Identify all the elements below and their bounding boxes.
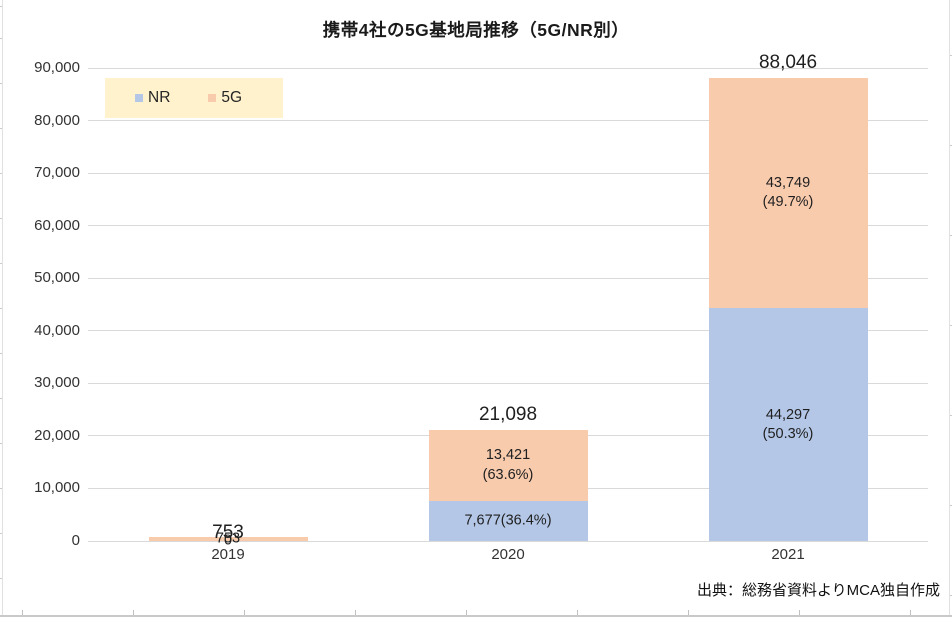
gridline-30000 — [88, 382, 928, 384]
gridline-80000 — [88, 120, 928, 122]
legend-label-5g: 5G — [221, 89, 243, 106]
y-axis-label-60000: 60,000 — [34, 216, 80, 234]
legend-item-5g[interactable]: 5G — [208, 89, 242, 107]
y-axis-label-90000: 90,000 — [34, 59, 80, 77]
legend[interactable]: NR 5G — [105, 78, 283, 118]
bar-2020-total-label: 21,098 — [478, 404, 538, 426]
bar-2021-nr-data-label: 44,297 (50.3%) — [762, 406, 814, 442]
source-note: 出典：総務省資料よりMCA独自作成 — [696, 582, 940, 599]
gridline-70000 — [88, 172, 928, 174]
y-axis-label-10000: 10,000 — [34, 479, 80, 497]
bar-2019-total-label: 753 — [212, 522, 244, 544]
gridline-90000 — [88, 67, 928, 69]
gridline-0 — [88, 540, 928, 542]
legend-label-nr: NR — [148, 89, 171, 106]
sheet-edge-line-bottom — [0, 615, 952, 617]
gridline-40000 — [88, 330, 928, 332]
y-axis-label-50000: 50,000 — [34, 269, 80, 287]
nr-series-swatch-icon — [135, 94, 143, 102]
bar-2021-total-label: 88,046 — [758, 52, 818, 74]
sheet-edge-ticks-left — [0, 0, 3, 617]
x-axis-label-2021: 2021 — [771, 546, 805, 563]
x-axis-label-2020: 2020 — [491, 546, 525, 563]
bar-2019-5g-data-label: 753 — [215, 530, 241, 547]
chart-title: 携帯4社の5G基地局推移（5G/NR別） — [322, 20, 630, 40]
y-axis-label-0: 0 — [71, 532, 80, 550]
sheet-edge-line-left — [2, 0, 3, 617]
gridline-50000 — [88, 277, 928, 279]
sheet-edge-ticks-bottom — [0, 610, 952, 615]
bar-2020-5g-data-label: 13,421 (63.6%) — [482, 447, 534, 483]
y-axis-label-70000: 70,000 — [34, 164, 80, 182]
5g-series-swatch-icon — [208, 94, 217, 102]
x-axis-label-2019: 2019 — [211, 546, 245, 563]
y-axis-label-20000: 20,000 — [34, 427, 80, 445]
bar-2021-nr-segment[interactable] — [708, 308, 868, 541]
gridline-60000 — [88, 225, 928, 227]
bar-2021-5g-data-label: 43,749 (49.7%) — [762, 175, 814, 211]
y-axis-label-40000: 40,000 — [34, 321, 80, 339]
bar-2019-5g-segment[interactable] — [148, 537, 308, 541]
bar-2020-nr-data-label: 7,677(36.4%) — [464, 512, 552, 529]
y-axis-label-80000: 80,000 — [34, 111, 80, 129]
y-axis-label-30000: 30,000 — [34, 374, 80, 392]
bar-2021-5g-segment[interactable] — [708, 78, 868, 309]
bar-2020-nr-segment[interactable] — [428, 500, 588, 541]
legend-item-nr[interactable]: NR — [135, 89, 170, 107]
bar-2020-5g-segment[interactable] — [428, 430, 588, 501]
sheet-edge-ticks-right — [949, 0, 952, 617]
sheet-edge-line-right — [949, 0, 950, 617]
bar-2019-nr-data-label: 0 — [223, 532, 233, 549]
